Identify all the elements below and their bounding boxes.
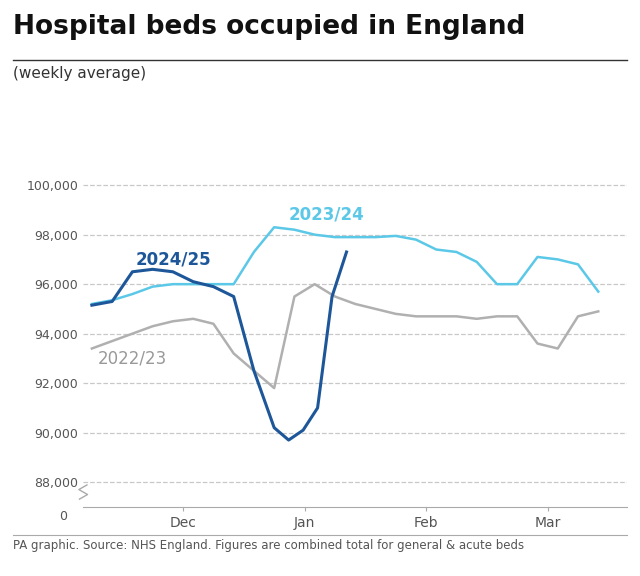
Text: Hospital beds occupied in England: Hospital beds occupied in England <box>13 14 525 40</box>
Text: 2024/25: 2024/25 <box>135 251 211 268</box>
Text: 2023/24: 2023/24 <box>289 206 364 224</box>
Text: PA graphic. Source: NHS England. Figures are combined total for general & acute : PA graphic. Source: NHS England. Figures… <box>13 539 524 552</box>
Text: (weekly average): (weekly average) <box>13 66 146 81</box>
Text: 2022/23: 2022/23 <box>98 350 167 367</box>
Text: 0: 0 <box>60 510 67 523</box>
